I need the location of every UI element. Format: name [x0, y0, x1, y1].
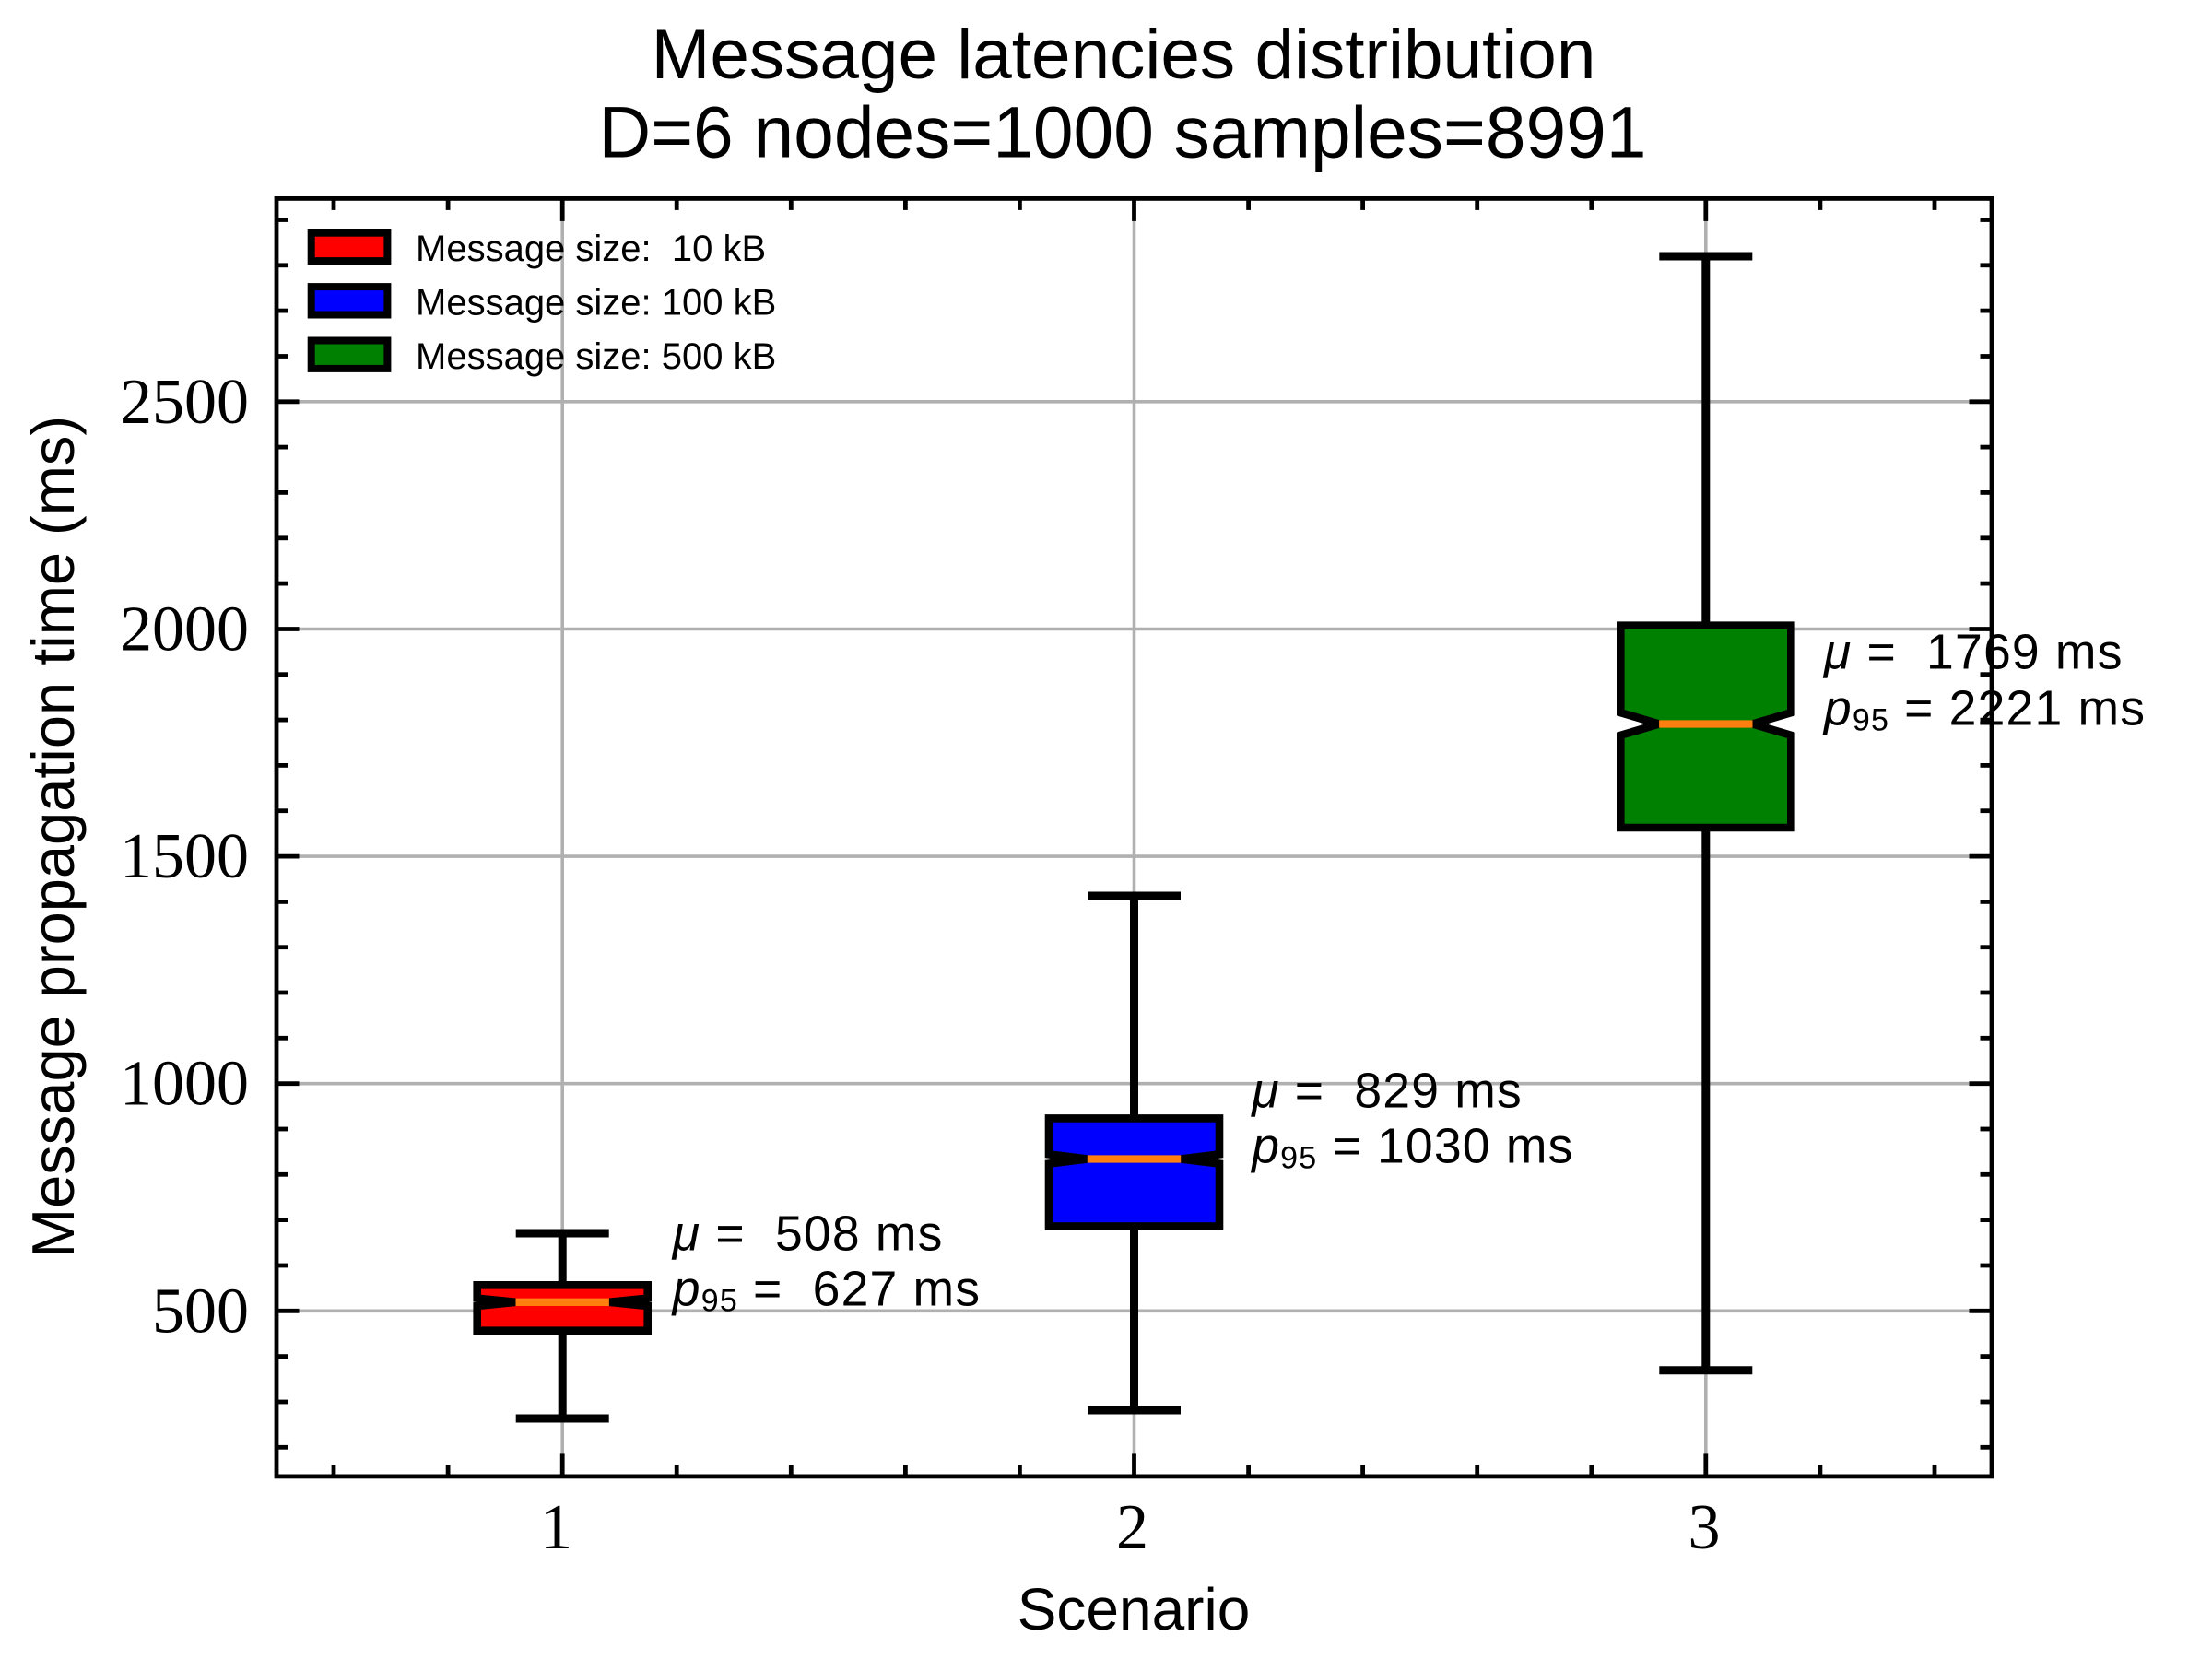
- svg-text:Message size: 100 kB: Message size: 100 kB: [416, 282, 776, 323]
- svg-text:μ = 508 ms: μ = 508 ms: [671, 1206, 944, 1261]
- svg-text:μ = 1769 ms: μ = 1769 ms: [1822, 626, 2124, 680]
- svg-text:2: 2: [1116, 1492, 1148, 1563]
- svg-text:500: 500: [152, 1276, 249, 1347]
- svg-text:p95 = 2221 ms: p95 = 2221 ms: [1822, 681, 2146, 737]
- svg-text:p95 = 1030 ms: p95 = 1030 ms: [1250, 1120, 1573, 1176]
- svg-text:Scenario: Scenario: [1018, 1576, 1251, 1642]
- svg-text:2500: 2500: [120, 367, 249, 438]
- svg-text:1500: 1500: [120, 821, 249, 892]
- svg-text:Message propagation time (ms): Message propagation time (ms): [19, 416, 87, 1258]
- svg-text:μ = 829 ms: μ = 829 ms: [1250, 1064, 1523, 1118]
- svg-text:Message size: 500 kB: Message size: 500 kB: [416, 336, 776, 377]
- svg-text:1: 1: [540, 1492, 572, 1563]
- svg-text:2000: 2000: [120, 594, 249, 665]
- svg-text:Message size: 10 kB: Message size: 10 kB: [416, 229, 766, 269]
- svg-text:1000: 1000: [120, 1049, 249, 1120]
- svg-text:p95 = 627 ms: p95 = 627 ms: [671, 1263, 981, 1319]
- svg-text:3: 3: [1688, 1492, 1721, 1563]
- svg-text:D=6 nodes=1000 samples=8991: D=6 nodes=1000 samples=8991: [599, 92, 1647, 173]
- svg-text:Message latencies distribution: Message latencies distribution: [652, 16, 1596, 94]
